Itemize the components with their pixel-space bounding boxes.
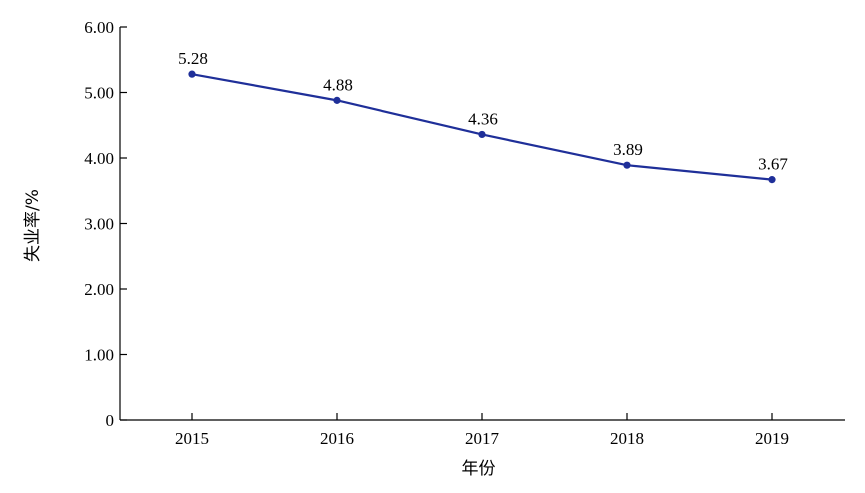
- y-tick-label: 4.00: [84, 149, 114, 168]
- x-tick-label: 2015: [175, 429, 209, 448]
- data-point: [623, 161, 631, 169]
- axes: [119, 27, 845, 421]
- y-tick-label: 5.00: [84, 84, 114, 103]
- data-point: [478, 130, 486, 139]
- y-tick-label: 1.00: [84, 346, 114, 365]
- series-group: 5.28 4.88 4.36 3.89 3.67: [178, 49, 788, 184]
- data-point: [768, 176, 776, 184]
- y-tick-label: 6.00: [84, 18, 114, 37]
- x-tick-label: 2018: [610, 429, 644, 448]
- data-label: 3.67: [758, 155, 788, 174]
- data-label: 3.89: [613, 140, 643, 159]
- data-point: [333, 96, 341, 104]
- y-tick-label: 2.00: [84, 280, 114, 299]
- x-axis-title: 年份: [462, 459, 496, 479]
- y-tick-label: 0: [106, 411, 115, 430]
- y-axis-title: 失业率/%: [23, 189, 43, 262]
- y-tick-label: 3.00: [84, 215, 114, 234]
- x-tick-label: 2016: [320, 429, 354, 448]
- data-label: 5.28: [178, 49, 208, 68]
- data-label: 4.36: [468, 109, 498, 128]
- x-tick-label: 2019: [755, 429, 789, 448]
- y-ticks: 0 1.00 2.00 3.00 4.00 5.00 6.00: [84, 18, 127, 430]
- data-label: 4.88: [323, 75, 353, 94]
- x-ticks: 2015 2016 2017 2018 2019: [175, 413, 789, 448]
- x-tick-label: 2017: [465, 429, 500, 448]
- data-point: [188, 70, 196, 78]
